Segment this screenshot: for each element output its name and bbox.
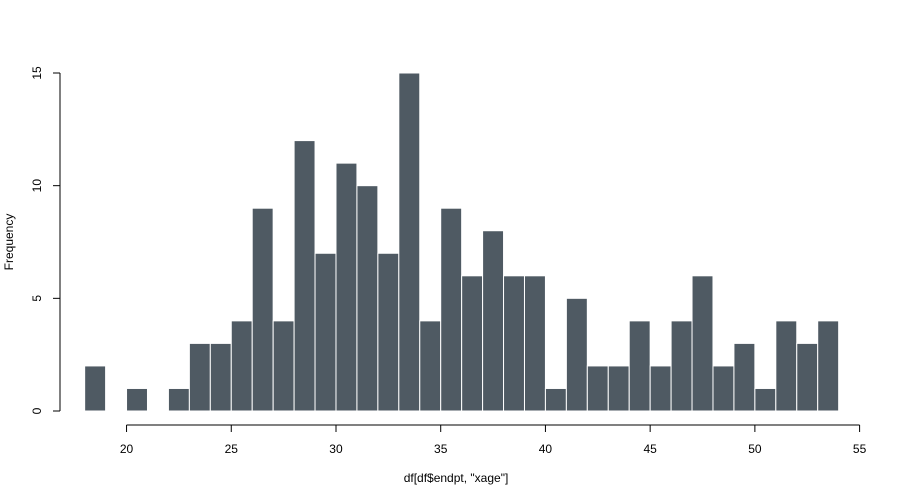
histogram-bar <box>565 297 588 412</box>
histogram-bar <box>188 342 211 412</box>
histogram-bar <box>356 185 379 412</box>
histogram-bar <box>167 387 190 412</box>
histogram-bar <box>251 207 274 412</box>
histogram-bar <box>230 320 253 412</box>
x-tick-label: 20 <box>120 442 134 456</box>
histogram-bar <box>126 387 148 412</box>
histogram-bar <box>817 320 840 412</box>
x-tick-label: 50 <box>748 442 762 456</box>
histogram-bar <box>503 275 525 412</box>
x-tick-label: 55 <box>853 442 867 456</box>
histogram-bar <box>691 275 714 412</box>
x-tick-label: 40 <box>539 442 553 456</box>
histogram-bar <box>482 230 505 412</box>
histogram-bar <box>461 275 484 412</box>
y-axis: 0 5 10 15 <box>30 66 61 414</box>
histogram-bar <box>544 387 567 412</box>
histogram-bar <box>796 342 819 412</box>
histogram-bar <box>419 320 442 412</box>
histogram-bars <box>84 72 840 412</box>
histogram-bar <box>272 320 295 412</box>
x-axis: 20 25 30 35 40 45 50 55 <box>120 424 867 456</box>
histogram-bar <box>649 365 672 412</box>
histogram-bar <box>712 365 735 412</box>
histogram-bar <box>314 252 337 412</box>
histogram-bar <box>628 320 651 412</box>
y-tick-label: 15 <box>30 66 44 80</box>
histogram-bar <box>398 72 421 412</box>
histogram-bar <box>440 207 463 412</box>
x-tick-label: 35 <box>434 442 448 456</box>
histogram-bar <box>607 365 630 412</box>
x-tick-label: 45 <box>643 442 657 456</box>
histogram-bar <box>523 275 546 412</box>
histogram-bar <box>775 320 798 412</box>
y-tick-label: 10 <box>30 179 44 193</box>
y-tick-label: 5 <box>30 295 44 302</box>
y-tick-label: 0 <box>30 407 44 414</box>
histogram-bar <box>335 162 358 412</box>
histogram-bar <box>377 252 400 412</box>
histogram-bar <box>754 387 777 412</box>
histogram-bar <box>293 140 316 412</box>
histogram-bar <box>733 342 756 412</box>
y-axis-title: Frequency <box>2 214 16 271</box>
x-tick-label: 30 <box>329 442 343 456</box>
histogram-bar <box>209 342 232 412</box>
histogram-bar <box>84 365 107 412</box>
histogram-bar <box>670 320 693 412</box>
histogram-bar <box>586 365 609 412</box>
x-axis-title: df[df$endpt, "xage"] <box>404 471 509 485</box>
x-tick-label: 25 <box>225 442 239 456</box>
